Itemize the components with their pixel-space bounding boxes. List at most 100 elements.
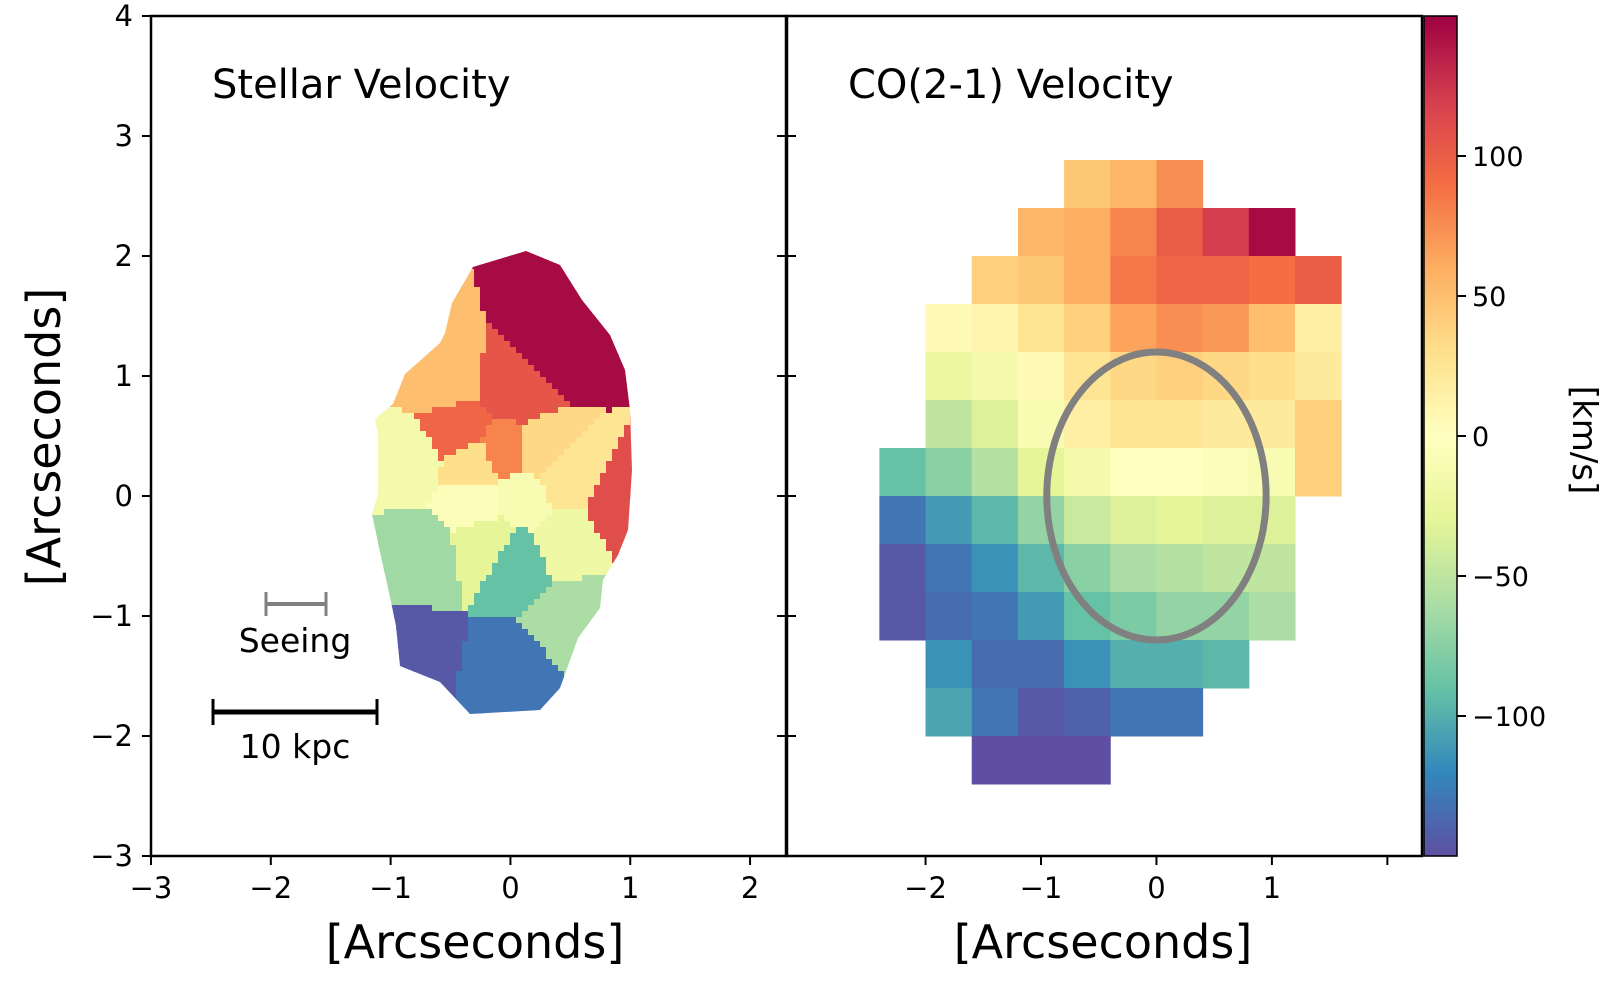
stellar-bin-pixel [450,527,457,534]
stellar-bin-pixel [486,629,493,636]
stellar-bin-pixel [558,377,565,384]
stellar-bin-pixel [588,473,595,480]
stellar-bin-pixel [594,521,601,528]
stellar-bin-pixel [558,335,565,342]
stellar-bin-pixel [426,617,433,624]
stellar-bin-pixel [630,551,632,558]
stellar-bin-pixel [594,617,601,624]
stellar-bin-pixel [408,497,415,504]
stellar-bin-pixel [474,407,481,414]
stellar-bin-pixel [504,323,511,330]
stellar-bin-pixel [606,545,613,552]
stellar-bin-pixel [444,365,451,372]
stellar-bin-pixel [462,521,469,528]
stellar-bin-pixel [468,647,475,654]
stellar-bin-pixel [456,467,463,474]
stellar-bin-pixel [450,695,457,702]
co-velocity-pixel [1017,688,1065,737]
stellar-bin-pixel [372,641,373,648]
stellar-bin-pixel [402,665,409,672]
stellar-bin-pixel [438,293,445,300]
stellar-bin-pixel [474,425,481,432]
stellar-bin-pixel [492,419,499,426]
stellar-bin-pixel [636,257,643,264]
stellar-bin-pixel [600,503,607,510]
stellar-bin-pixel [498,509,505,516]
stellar-bin-pixel [378,395,385,402]
stellar-bin-pixel [630,419,632,426]
stellar-bin-pixel [594,335,601,342]
stellar-bin-pixel [612,563,619,570]
stellar-bin-pixel [600,701,607,708]
stellar-bin-pixel [432,365,439,372]
stellar-bin-pixel [624,491,631,498]
stellar-bin-pixel [534,677,541,684]
stellar-bin-pixel [474,383,481,390]
stellar-bin-pixel [372,341,373,348]
stellar-bin-pixel [570,647,577,654]
stellar-bin-pixel [474,719,481,726]
stellar-bin-pixel [462,653,469,660]
stellar-bin-pixel [588,509,595,516]
stellar-bin-pixel [576,395,583,402]
stellar-bin-pixel [372,425,373,432]
stellar-bin-pixel [606,593,613,600]
stellar-bin-pixel [612,617,619,624]
stellar-bin-pixel [582,275,589,282]
stellar-bin-pixel [402,647,409,654]
stellar-bin-pixel [558,353,565,360]
stellar-bin-pixel [420,305,427,312]
stellar-bin-pixel [624,443,631,450]
stellar-bin-pixel [546,407,553,414]
stellar-bin-pixel [534,611,541,618]
stellar-bin-pixel [450,557,457,564]
stellar-bin-pixel [582,251,589,258]
stellar-bin-pixel [588,443,595,450]
stellar-bin-pixel [600,533,607,540]
stellar-bin-pixel [384,623,391,630]
stellar-bin-pixel [636,371,643,378]
stellar-bin-pixel [534,647,541,654]
stellar-bin-pixel [450,419,457,426]
stellar-bin-pixel [636,539,643,546]
co-velocity-pixel [1156,448,1204,497]
stellar-bin-pixel [600,263,607,270]
stellar-bin-pixel [630,503,632,510]
stellar-bin-pixel [384,533,391,540]
stellar-bin-pixel [612,401,619,408]
stellar-bin-pixel [564,653,571,660]
stellar-bin-pixel [396,605,403,612]
stellar-bin-pixel [618,587,625,594]
stellar-bin-pixel [492,335,499,342]
stellar-bin-pixel [534,713,541,714]
stellar-bin-pixel [594,527,601,534]
co-velocity-pixel [1064,352,1111,401]
stellar-bin-pixel [384,689,391,696]
stellar-bin-pixel [372,563,373,570]
stellar-bin-pixel [426,563,433,570]
stellar-bin-pixel [504,647,511,654]
stellar-bin-pixel [480,311,487,318]
stellar-bin-pixel [504,263,511,270]
stellar-bin-pixel [558,503,565,510]
stellar-bin-pixel [516,455,523,462]
stellar-bin-pixel [372,293,379,300]
stellar-bin-pixel [606,521,613,528]
stellar-bin-pixel [582,695,589,702]
stellar-bin-pixel [600,395,607,402]
stellar-bin-pixel [432,665,439,672]
stellar-bin-pixel [492,437,499,444]
stellar-bin-pixel [438,509,445,516]
stellar-bin-pixel [552,431,559,438]
stellar-bin-pixel [426,461,433,468]
stellar-bin-pixel [588,371,595,378]
stellar-bin-pixel [378,485,385,492]
stellar-bin-pixel [576,311,583,318]
right-x-ticks: −2 −1 0 1 [904,856,1389,905]
stellar-bin-pixel [408,257,415,264]
stellar-bin-pixel [384,653,391,660]
stellar-bin-pixel [588,347,595,354]
stellar-bin-pixel [498,407,505,414]
stellar-bin-pixel [630,479,632,486]
stellar-bin-pixel [426,713,433,714]
